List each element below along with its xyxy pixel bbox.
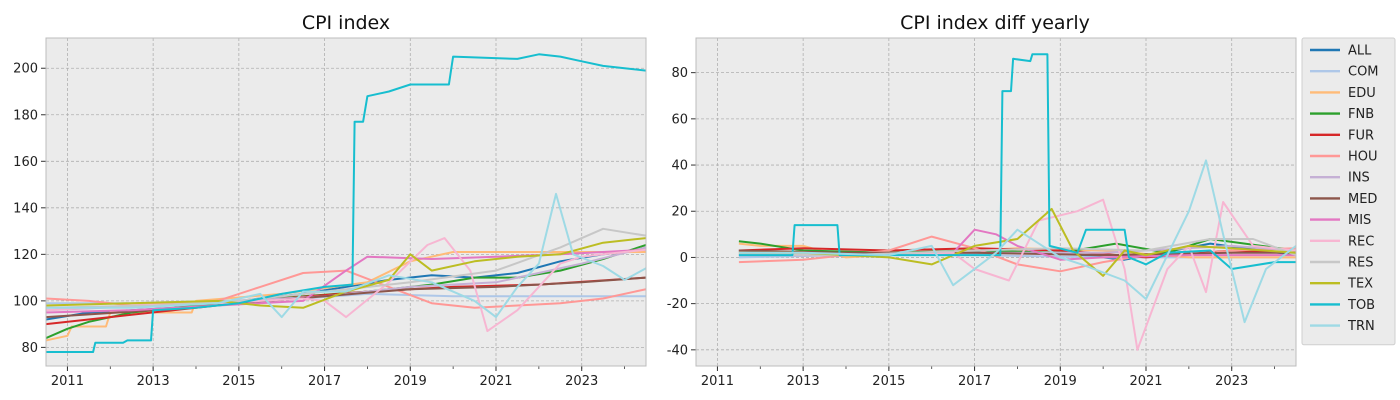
x-tick-label: 2023 (1215, 374, 1248, 389)
x-tick-label: 2019 (1044, 374, 1077, 389)
legend: ALL COM EDU FNB FUR HOU INS MED MIS REC RES TEX TOB T… (1301, 37, 1396, 346)
series-line-tob (46, 53, 646, 353)
x-tick-label: 2015 (872, 374, 905, 389)
cpi-index-panel: 2011 2013 2015 2017 2019 2021 2023 80 100 120 140 1… (13, 37, 647, 389)
series-line-trn (738, 159, 1296, 324)
series-line-res (46, 227, 646, 309)
y-tick-label: 100 (13, 294, 38, 309)
x-tick-label: 2023 (565, 374, 598, 389)
series-group (46, 53, 646, 353)
legend-label-edu: EDU (1348, 86, 1376, 101)
y-tick-label: 0 (680, 251, 688, 266)
x-tick-label: 2017 (308, 374, 341, 389)
legend-label-com: COM (1348, 65, 1379, 80)
x-tick-label: 2019 (394, 374, 427, 389)
cpi-index-diff-yearly-panel: 2011 2013 2015 2017 2019 2021 2023 -40 -20 0 20 40 6… (667, 37, 1297, 389)
series-line-tob (738, 53, 1296, 270)
y-tick-label: -40 (667, 343, 688, 358)
series-line-rec (46, 237, 646, 333)
y-tick-label: 120 (13, 248, 38, 263)
legend-label-all: ALL (1348, 44, 1372, 59)
x-tick-label: 2013 (787, 374, 820, 389)
legend-label-mis: MIS (1348, 213, 1371, 228)
legend-label-rec: REC (1348, 234, 1374, 249)
y-tick-label: 20 (671, 205, 688, 220)
chart-title-cpi-index-diff-yearly: CPI index diff yearly (900, 12, 1090, 34)
x-tick-label: 2015 (222, 374, 255, 389)
x-tick-label: 2011 (701, 374, 734, 389)
y-tick-label: 60 (671, 112, 688, 127)
legend-label-tob: TOB (1347, 298, 1375, 313)
legend-label-trn: TRN (1347, 319, 1375, 334)
series-line-tex (738, 207, 1296, 277)
x-tick-label: 2011 (51, 374, 84, 389)
x-tick-label: 2021 (479, 374, 512, 389)
legend-label-tex: TEX (1347, 277, 1373, 292)
plot-area (696, 38, 1296, 366)
y-tick-label: 140 (13, 201, 38, 216)
y-tick-label: 80 (21, 341, 38, 356)
y-tick-label: 200 (13, 62, 38, 77)
y-tick-label: 160 (13, 155, 38, 170)
series-group (738, 53, 1296, 351)
series-line-med (738, 249, 1296, 257)
y-tick-label: 180 (13, 108, 38, 123)
legend-label-hou: HOU (1348, 150, 1378, 165)
plot-frame (45, 37, 647, 367)
x-tick-label: 2013 (137, 374, 170, 389)
y-tick-label: 40 (671, 159, 688, 174)
legend-label-ins: INS (1348, 171, 1370, 186)
plot-frame (695, 37, 1297, 367)
y-tick-label: -20 (667, 297, 688, 312)
x-tick-label: 2017 (958, 374, 991, 389)
legend-label-fnb: FNB (1348, 107, 1374, 122)
chart-title-cpi-index: CPI index (302, 12, 390, 34)
legend-label-fur: FUR (1348, 128, 1374, 143)
legend-label-med: MED (1348, 192, 1377, 207)
series-line-trn (46, 192, 646, 319)
y-tick-label: 80 (671, 66, 688, 81)
x-tick-label: 2021 (1129, 374, 1162, 389)
legend-label-res: RES (1348, 256, 1374, 271)
